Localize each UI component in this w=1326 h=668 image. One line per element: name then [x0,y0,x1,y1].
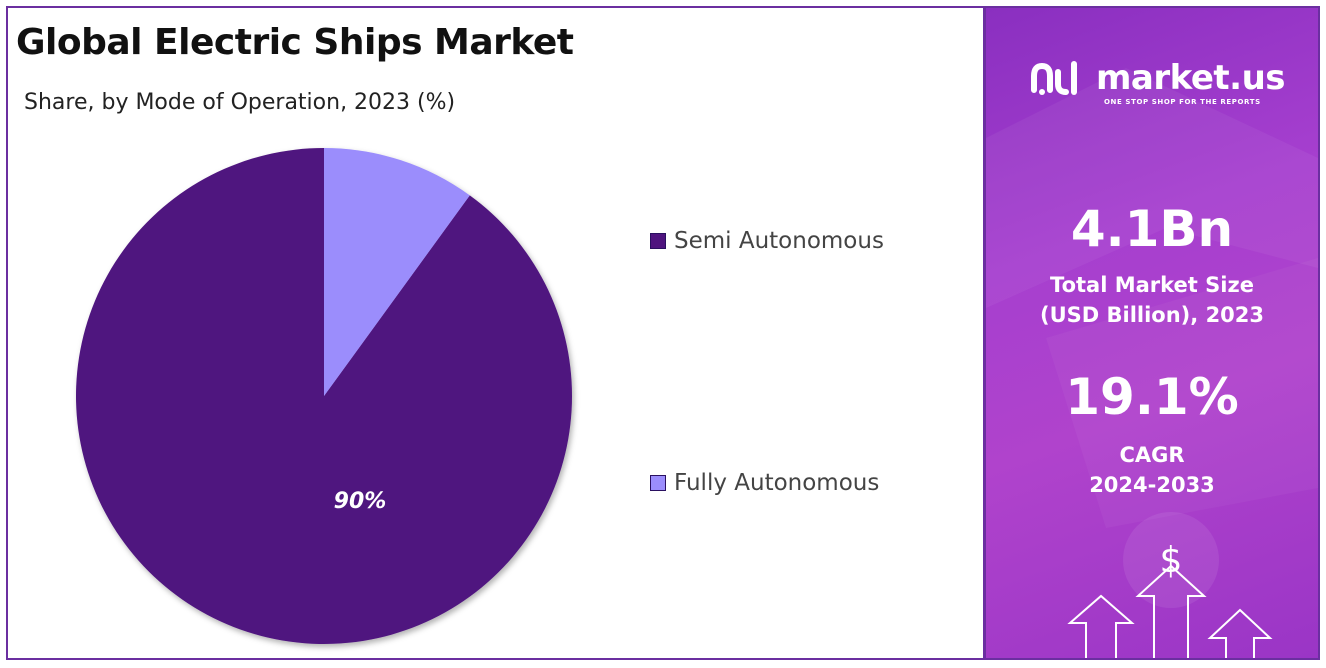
chart-subtitle: Share, by Mode of Operation, 2023 (%) [24,90,456,115]
legend-item-semi-autonomous: Semi Autonomous [650,228,884,254]
legend-swatch [650,475,666,491]
up-arrow-icon [1067,564,1273,658]
brand-name: market.us [1096,58,1286,98]
market-size-label-1: Total Market Size [1050,273,1254,297]
summary-panel: market.us ONE STOP SHOP FOR THE REPORTS … [986,8,1318,658]
brand-tagline: ONE STOP SHOP FOR THE REPORTS [1104,98,1261,106]
growth-decor: $ [1067,540,1273,658]
market-size-value: 4.1Bn [1070,200,1234,258]
data-label-semi-autonomous: 90% [334,489,387,514]
legend-label: Fully Autonomous [674,470,880,496]
chart-panel: Global Electric Ships Market Share, by M… [8,8,986,658]
chart-title: Global Electric Ships Market [16,22,574,63]
panel-background-decor [986,68,1318,608]
coin-circle [1123,512,1219,608]
infographic-frame: Global Electric Ships Market Share, by M… [6,6,1320,660]
dollar-sign-icon: $ [1160,540,1183,581]
market-us-logo-icon [1031,61,1077,95]
cagr-value: 19.1% [1065,368,1239,426]
pie-slice-fully-autonomous [324,148,470,396]
brand-logo: market.us [1030,58,1286,98]
market-size-label-2: (USD Billion), 2023 [1039,303,1265,327]
legend-label: Semi Autonomous [674,228,884,254]
legend-swatch [650,233,666,249]
cagr-period: 2024-2033 [1089,473,1215,497]
legend-item-fully-autonomous: Fully Autonomous [650,470,879,496]
pie-chart: 90% [76,148,573,644]
cagr-label: CAGR [1119,443,1185,467]
